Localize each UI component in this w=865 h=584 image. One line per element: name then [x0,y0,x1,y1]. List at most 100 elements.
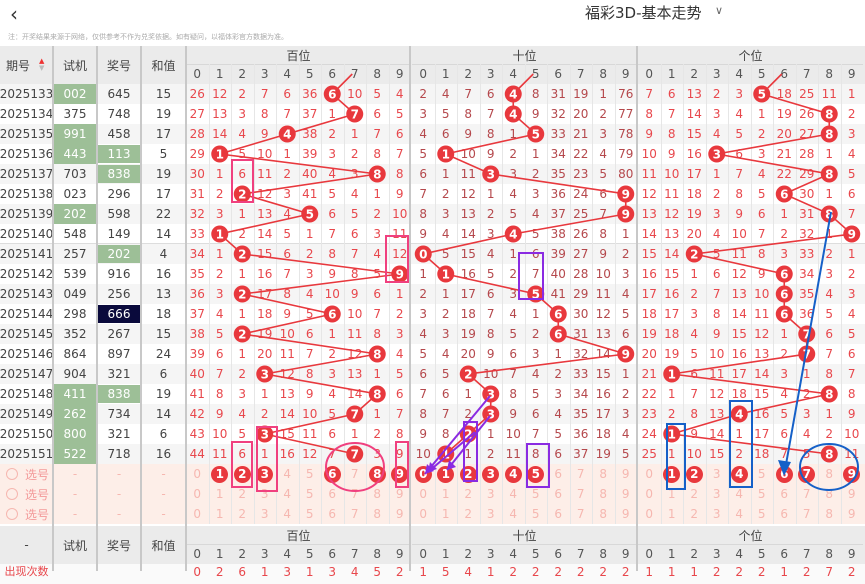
select-digit[interactable]: 3 [486,487,495,501]
select-digit[interactable]: 8 [825,507,834,521]
select-digit[interactable]: 7 [576,467,585,481]
select-digit[interactable]: 2 [238,487,247,501]
selected-digit-ball[interactable]: 2 [233,465,251,483]
select-digit[interactable]: 6 [780,487,789,501]
select-digit[interactable]: 5 [757,507,766,521]
select-digit[interactable]: 7 [350,507,359,521]
select-digit[interactable]: 1 [667,487,676,501]
select-digit[interactable]: 9 [847,507,856,521]
select-digit[interactable]: 7 [576,487,585,501]
select-digit[interactable]: 6 [780,507,789,521]
select-digit[interactable]: 1 [215,507,224,521]
select-digit[interactable]: 3 [712,467,721,481]
select-digit[interactable]: 8 [599,507,608,521]
select-digit[interactable]: 5 [531,487,540,501]
select-digit[interactable]: 7 [576,507,585,521]
back-chevron-left-icon[interactable]: ‹ [10,2,18,26]
select-radio-icon[interactable] [6,468,18,480]
select-digit[interactable]: 1 [667,507,676,521]
selected-digit-ball[interactable]: 3 [256,465,274,483]
selected-digit-ball[interactable]: 6 [323,465,341,483]
select-radio-icon[interactable] [6,488,18,500]
select-digit[interactable]: 6 [554,507,563,521]
select-digit[interactable]: 3 [712,487,721,501]
select-digit[interactable]: 2 [464,487,473,501]
select-digit[interactable]: 8 [373,487,382,501]
select-digit[interactable]: 4 [735,487,744,501]
select-digit[interactable]: 1 [441,487,450,501]
select-digit[interactable]: 2 [690,487,699,501]
select-digit[interactable]: 5 [305,487,314,501]
select-digit[interactable]: 8 [599,467,608,481]
select-digit[interactable]: 4 [283,507,292,521]
select-digit[interactable]: 0 [645,487,654,501]
select-digit[interactable]: 8 [373,507,382,521]
select-digit[interactable]: 9 [621,507,630,521]
select-digit[interactable]: 5 [305,467,314,481]
select-digit[interactable]: 0 [419,487,428,501]
footer-dash[interactable]: - [24,538,29,552]
select-digit[interactable]: 5 [531,507,540,521]
select-digit[interactable]: 0 [645,507,654,521]
select-digit[interactable]: 4 [283,467,292,481]
select-digit[interactable]: 0 [645,467,654,481]
select-digit[interactable]: 5 [757,487,766,501]
selected-digit-ball[interactable]: 5 [527,465,545,483]
select-digit[interactable]: 5 [757,467,766,481]
selected-digit-ball[interactable]: 2 [459,465,477,483]
select-digit[interactable]: 7 [350,467,359,481]
chevron-down-icon[interactable]: ∨ [715,4,724,17]
select-digit[interactable]: 7 [802,487,811,501]
selected-digit-ball[interactable]: 3 [482,465,500,483]
select-digit[interactable]: 3 [486,507,495,521]
select-label[interactable]: 选号 [24,507,49,522]
selected-digit-ball[interactable]: 0 [414,465,432,483]
select-digit[interactable]: 7 [802,507,811,521]
select-digit[interactable]: 2 [690,507,699,521]
select-digit[interactable]: 6 [554,467,563,481]
select-digit[interactable]: 6 [554,487,563,501]
select-digit[interactable]: 2 [464,507,473,521]
select-digit[interactable]: 4 [735,507,744,521]
select-digit[interactable]: 2 [238,507,247,521]
select-digit[interactable]: 9 [395,487,404,501]
selected-digit-ball[interactable]: 4 [730,465,748,483]
select-digit[interactable]: 8 [825,487,834,501]
select-label[interactable]: 选号 [24,487,49,502]
select-digit[interactable]: 6 [328,487,337,501]
selected-digit-ball[interactable]: 7 [798,465,816,483]
selected-digit-ball[interactable]: 1 [663,465,681,483]
select-digit[interactable]: 9 [847,487,856,501]
select-digit[interactable]: 4 [509,507,518,521]
select-digit[interactable]: 4 [283,487,292,501]
select-digit[interactable]: 0 [193,487,202,501]
page-title[interactable]: 福彩3D-基本走势 [585,4,702,22]
select-digit[interactable]: 7 [350,487,359,501]
header-period-sort[interactable]: 期号 [5,58,30,73]
select-digit[interactable]: 4 [509,487,518,501]
select-digit[interactable]: 1 [215,487,224,501]
selected-digit-ball[interactable]: 8 [368,465,386,483]
select-radio-icon[interactable] [6,508,18,520]
selected-digit-ball[interactable]: 9 [843,465,861,483]
select-digit[interactable]: 3 [260,487,269,501]
select-digit[interactable]: 1 [441,507,450,521]
selected-digit-ball[interactable]: 1 [211,465,229,483]
select-digit[interactable]: 9 [621,467,630,481]
select-digit[interactable]: 8 [599,487,608,501]
select-digit[interactable]: 3 [712,507,721,521]
selected-digit-ball[interactable]: 1 [437,465,455,483]
select-digit[interactable]: 8 [825,467,834,481]
selected-digit-ball[interactable]: 2 [685,465,703,483]
selected-digit-ball[interactable]: 9 [391,465,409,483]
select-digit[interactable]: 0 [419,507,428,521]
selected-digit-ball[interactable]: 4 [504,465,522,483]
select-digit[interactable]: 0 [193,467,202,481]
select-digit[interactable]: 9 [621,487,630,501]
selected-digit-ball[interactable]: 6 [775,465,793,483]
select-label[interactable]: 选号 [24,467,49,482]
select-digit[interactable]: 6 [328,507,337,521]
select-digit[interactable]: 0 [193,507,202,521]
select-digit[interactable]: 3 [260,507,269,521]
sort-arrows-icon[interactable]: ▲ ▼ [39,57,45,72]
